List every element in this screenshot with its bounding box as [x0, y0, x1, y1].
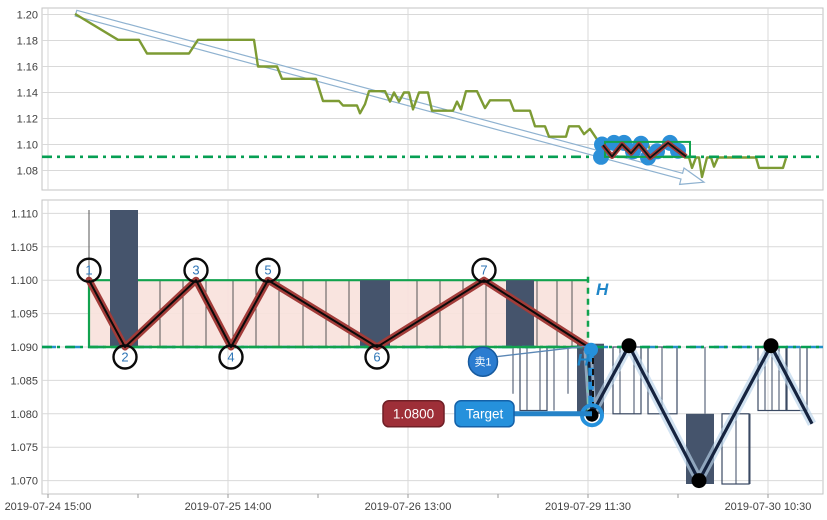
sell-signal-label: 卖1 — [474, 356, 491, 369]
y-tick-label: 1.080 — [10, 409, 38, 421]
swing-point-circle — [183, 257, 209, 283]
x-tick-label: 2019-07-26 13:00 — [365, 501, 452, 513]
y-tick-label: 1.110 — [11, 208, 38, 220]
bottom-panel: 1 2 3 4 5 6 7 卖1 1.0800 Target H H — [41, 199, 824, 495]
swing-point-circle — [218, 344, 244, 370]
volume-bar-filled — [506, 280, 534, 347]
y-tick-label: 1.095 — [10, 309, 38, 321]
y-tick-label: 1.20 — [17, 10, 38, 22]
y-tick-label: 1.070 — [10, 476, 38, 488]
y-tick-label: 1.090 — [10, 342, 38, 354]
y-tick-label: 1.18 — [17, 36, 38, 48]
y-tick-label: 1.14 — [17, 88, 38, 100]
swing-point-number: 4 — [227, 350, 234, 365]
mini-zigzag-black — [602, 141, 687, 159]
swing-point-number: 3 — [192, 263, 199, 278]
y-tick-label: 1.105 — [10, 242, 38, 254]
measure-top-dot — [584, 342, 598, 357]
swing-point-circle — [255, 257, 281, 283]
y-tick-label: 1.10 — [17, 140, 38, 152]
swing-point-circle — [76, 257, 102, 283]
y-tick-label: 1.12 — [17, 114, 38, 126]
height-label: H — [577, 351, 590, 370]
x-tick-label: 2019-07-29 11:30 — [545, 501, 631, 513]
pivot-dot — [691, 473, 707, 489]
y-tick-label: 1.16 — [17, 62, 38, 74]
target-price-tag-label: 1.0800 — [393, 406, 434, 421]
x-tick-label: 2019-07-30 10:30 — [725, 501, 812, 513]
target-price-tag[interactable] — [382, 400, 445, 428]
x-tick-label: 2019-07-24 15:00 — [5, 501, 92, 513]
x-tick-label: 2019-07-25 14:00 — [185, 501, 272, 513]
zigzag-pattern-black — [88, 279, 589, 348]
swing-point-circle — [364, 344, 390, 370]
swing-point-number: 5 — [264, 263, 271, 278]
swing-point-number: 7 — [480, 263, 487, 278]
y-tick-label: 1.100 — [10, 275, 38, 287]
downtrend-channel-arrow — [74, 9, 706, 186]
swing-point-number: 6 — [373, 350, 380, 365]
pivot-dot — [763, 338, 779, 354]
pivot-dot — [621, 338, 637, 354]
y-tick-label: 1.085 — [10, 375, 38, 387]
target-tag[interactable] — [454, 400, 515, 428]
swing-point-number: 1 — [85, 263, 92, 278]
sell-signal-marker[interactable] — [467, 346, 499, 377]
sell-marker-leader — [496, 345, 586, 358]
top-panel — [41, 7, 824, 191]
height-label: H — [596, 280, 609, 299]
swing-point-circle — [112, 344, 138, 370]
target-tag-label: Target — [466, 406, 504, 421]
y-tick-label: 1.075 — [10, 442, 38, 454]
swing-point-circle — [471, 257, 497, 283]
y-tick-label: 1.08 — [17, 166, 38, 178]
swing-point-number: 2 — [121, 350, 128, 365]
